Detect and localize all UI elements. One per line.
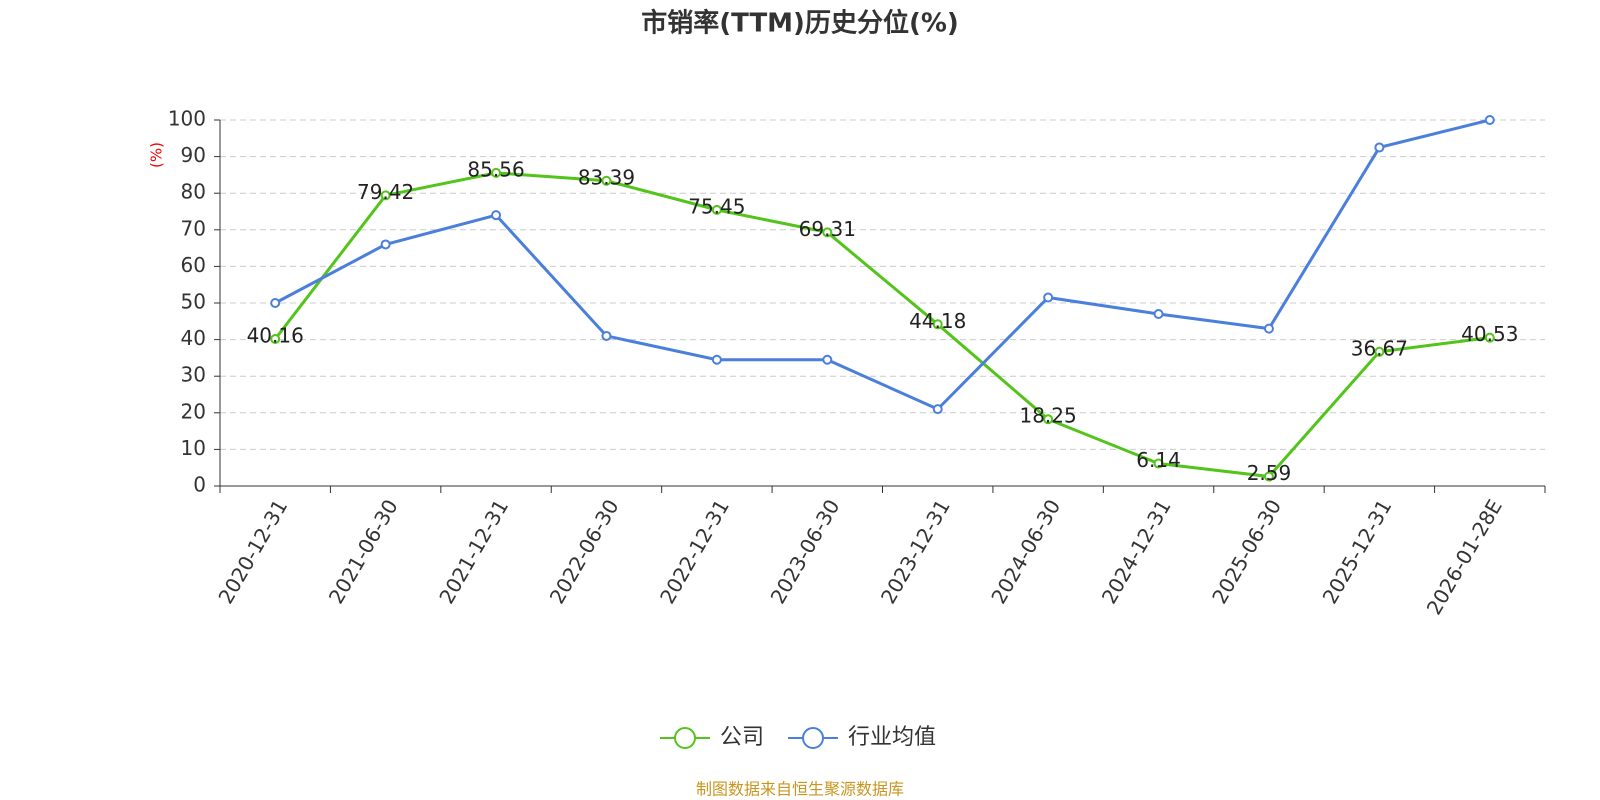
y-tick-label: 100	[168, 107, 206, 131]
point	[601, 330, 612, 341]
point	[270, 298, 281, 308]
point	[822, 354, 833, 365]
point	[932, 319, 943, 330]
legend-marker	[802, 727, 825, 749]
data-label: 40.53	[1461, 322, 1518, 346]
point	[932, 404, 943, 415]
legend-item: 公司	[660, 725, 764, 750]
data-label: 83.39	[578, 165, 635, 189]
chart-title: 市销率(TTM)历史分位(%)	[641, 8, 959, 39]
x-tick-label: 2020-12-31	[213, 495, 292, 608]
x-tick-label: 2023-06-30	[765, 495, 844, 608]
point	[1484, 332, 1495, 343]
x-tick-label: 2022-12-31	[655, 495, 734, 608]
point	[711, 354, 722, 365]
legend-item: 行业均值	[788, 725, 936, 750]
legend-marker	[674, 727, 696, 749]
point	[711, 204, 722, 215]
point	[1153, 458, 1164, 469]
point	[1153, 308, 1164, 319]
y-tick-label: 50	[181, 290, 206, 314]
point	[380, 190, 391, 201]
series-line	[274, 118, 1491, 411]
data-label: 40.16	[247, 324, 304, 348]
x-tick-label: 2026-01-28E	[1422, 495, 1507, 619]
y-tick-label: 90	[181, 143, 206, 167]
point	[1374, 346, 1385, 357]
point	[1484, 115, 1495, 125]
series-line	[274, 171, 1490, 479]
point	[270, 334, 281, 345]
y-tick-label: 0	[193, 473, 206, 497]
legend-label: 行业均值	[848, 725, 936, 750]
source-note: 制图数据来自恒生聚源数据库	[696, 780, 904, 799]
x-tick-label: 2023-12-31	[876, 495, 955, 608]
data-label: 79.42	[357, 180, 414, 204]
x-tick-label: 2025-06-30	[1207, 495, 1286, 608]
x-tick-label: 2022-06-30	[545, 495, 624, 608]
data-label: 36.67	[1351, 336, 1408, 360]
point	[1374, 142, 1385, 153]
data-label: 44.18	[909, 309, 966, 333]
legend-label: 公司	[720, 725, 764, 750]
point	[491, 210, 502, 221]
y-tick-label: 70	[181, 216, 206, 240]
x-tick-label: 2021-06-30	[324, 495, 403, 608]
point	[1043, 292, 1054, 303]
y-tick-label: 40	[181, 326, 206, 350]
point	[380, 239, 391, 250]
data-label: 18.25	[1019, 404, 1076, 428]
point	[822, 227, 833, 238]
x-tick-label: 2021-12-31	[434, 495, 513, 608]
data-label: 75.45	[688, 194, 745, 218]
y-axis-label: (%)	[148, 142, 166, 168]
y-tick-label: 60	[181, 253, 206, 277]
data-label: 2.59	[1247, 461, 1292, 485]
x-tick-label: 2025-12-31	[1318, 495, 1397, 608]
y-tick-label: 30	[181, 363, 206, 387]
point	[601, 175, 612, 186]
x-tick-label: 2024-06-30	[986, 495, 1065, 608]
point	[1263, 471, 1274, 482]
point	[491, 167, 502, 178]
y-tick-label: 80	[181, 180, 206, 204]
data-label: 6.14	[1136, 448, 1181, 472]
point	[1043, 414, 1054, 425]
y-tick-label: 20	[181, 399, 206, 423]
data-label: 85.56	[467, 157, 524, 181]
point	[1263, 323, 1274, 334]
x-tick-label: 2024-12-31	[1097, 495, 1176, 608]
data-label: 69.31	[799, 217, 856, 241]
y-tick-label: 10	[181, 436, 206, 460]
